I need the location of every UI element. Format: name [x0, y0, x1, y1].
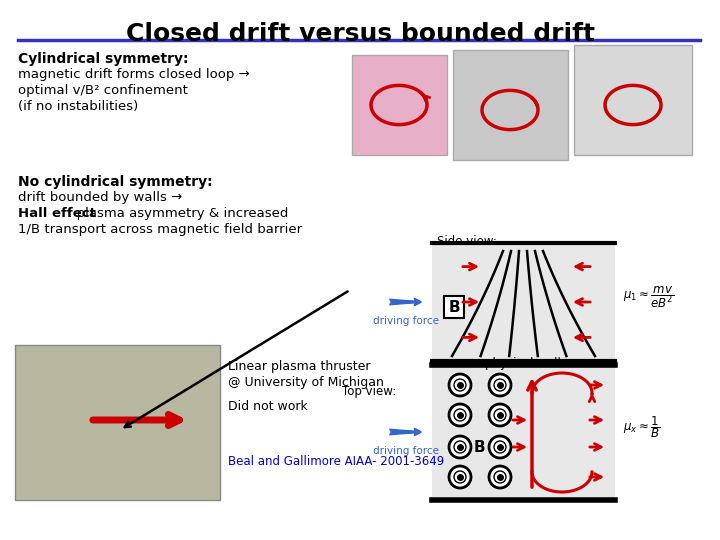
- Text: physical wall: physical wall: [485, 357, 561, 370]
- Text: driving force: driving force: [373, 446, 439, 456]
- Text: @ University of Michigan: @ University of Michigan: [228, 376, 384, 389]
- Circle shape: [449, 404, 471, 426]
- Bar: [574, 45, 692, 155]
- Bar: [432, 243, 615, 361]
- Text: B: B: [473, 440, 485, 455]
- Text: Cylindrical symmetry:: Cylindrical symmetry:: [18, 52, 189, 66]
- Text: B: B: [448, 300, 460, 314]
- Circle shape: [449, 374, 471, 396]
- Circle shape: [489, 374, 511, 396]
- Text: : plasma asymmetry & increased: : plasma asymmetry & increased: [68, 207, 289, 220]
- Circle shape: [449, 466, 471, 488]
- Text: No cylindrical symmetry:: No cylindrical symmetry:: [18, 175, 212, 189]
- Text: Hall effect: Hall effect: [18, 207, 96, 220]
- Text: $\mu_1 \approx \dfrac{mv}{eB^2}$: $\mu_1 \approx \dfrac{mv}{eB^2}$: [623, 284, 675, 310]
- Text: optimal v/B² confinement: optimal v/B² confinement: [18, 84, 188, 97]
- Text: Side view:: Side view:: [437, 235, 497, 248]
- Circle shape: [489, 404, 511, 426]
- Text: magnetic drift forms closed loop →: magnetic drift forms closed loop →: [18, 68, 250, 81]
- Text: Linear plasma thruster: Linear plasma thruster: [228, 360, 371, 373]
- Bar: [432, 365, 615, 500]
- Text: (if no instabilities): (if no instabilities): [18, 100, 138, 113]
- Text: driving force: driving force: [373, 316, 439, 326]
- Bar: [453, 50, 568, 160]
- Text: $\mu_x \approx \dfrac{1}{B}$: $\mu_x \approx \dfrac{1}{B}$: [623, 414, 660, 440]
- Text: Closed drift versus bounded drift: Closed drift versus bounded drift: [125, 22, 595, 46]
- Text: drift bounded by walls →: drift bounded by walls →: [18, 191, 182, 204]
- Text: Beal and Gallimore AIAA- 2001-3649: Beal and Gallimore AIAA- 2001-3649: [228, 455, 444, 468]
- Bar: [15, 345, 220, 500]
- Text: Top view:: Top view:: [342, 385, 396, 398]
- Text: Did not work: Did not work: [228, 400, 307, 413]
- Circle shape: [489, 436, 511, 458]
- Circle shape: [449, 436, 471, 458]
- Text: 1/B transport across magnetic field barrier: 1/B transport across magnetic field barr…: [18, 223, 302, 236]
- Bar: [352, 55, 447, 155]
- Circle shape: [489, 466, 511, 488]
